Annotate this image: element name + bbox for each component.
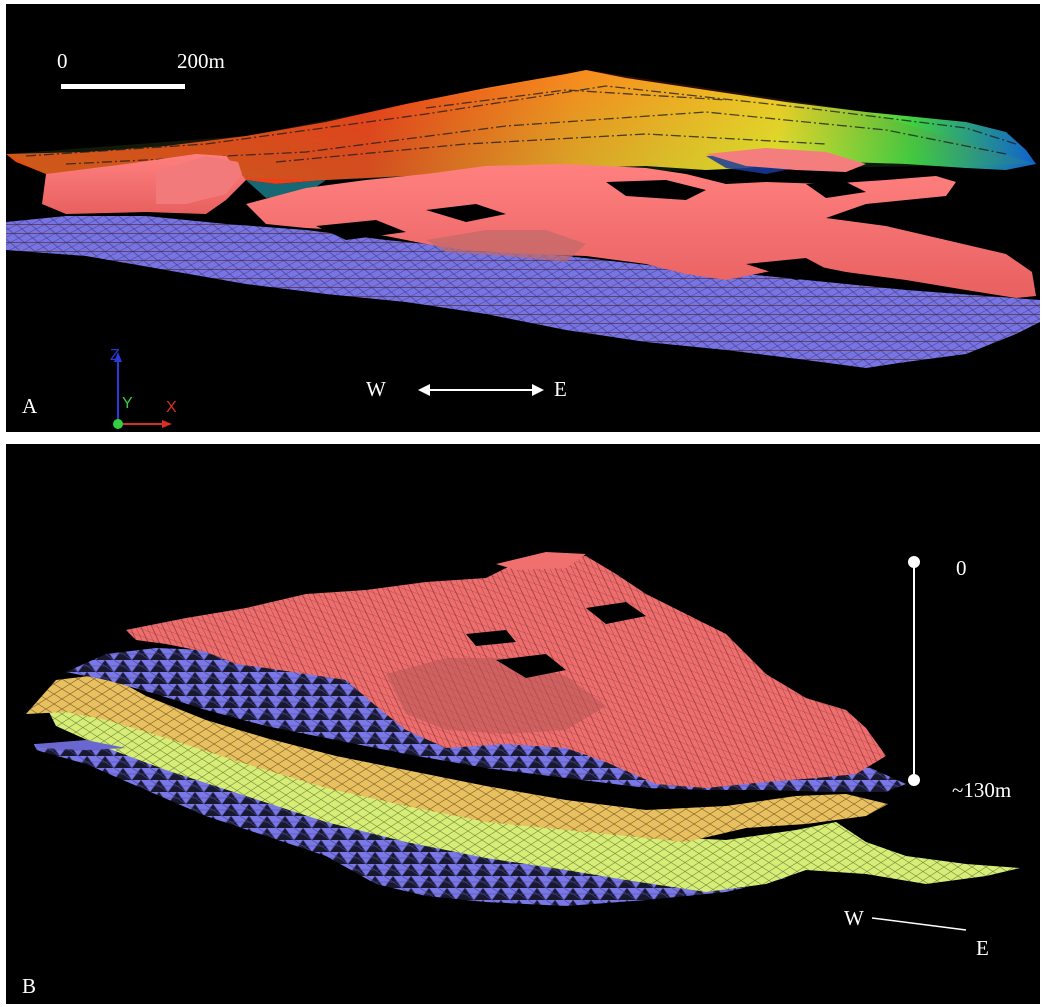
- scale-bar-start-label: 0: [57, 51, 68, 72]
- axis-y-label: Y: [122, 396, 133, 412]
- panel-b: 0 ~130m W E B: [6, 444, 1040, 1004]
- axis-triad-icon: [96, 344, 176, 432]
- scale-bar-end-label: 200m: [177, 51, 225, 72]
- panel-b-label: B: [22, 976, 36, 997]
- axis-z-label: Z: [110, 348, 120, 364]
- panel-a: 0 200m W E Z Y X A: [6, 4, 1040, 432]
- depth-top-label: 0: [956, 558, 967, 579]
- panel-a-label: A: [22, 396, 37, 417]
- direction-east-label: E: [554, 379, 567, 400]
- depth-bottom-label: ~130m: [952, 780, 1011, 801]
- axis-x-label: X: [166, 400, 177, 416]
- direction-west-label-b: W: [844, 908, 864, 929]
- west-east-line: [872, 918, 966, 930]
- east-west-arrow-icon: [416, 380, 546, 400]
- direction-east-label-b: E: [976, 938, 989, 959]
- direction-west-label: W: [366, 379, 386, 400]
- panel-b-3d-view: [6, 444, 1040, 1004]
- scale-bar: [61, 84, 185, 89]
